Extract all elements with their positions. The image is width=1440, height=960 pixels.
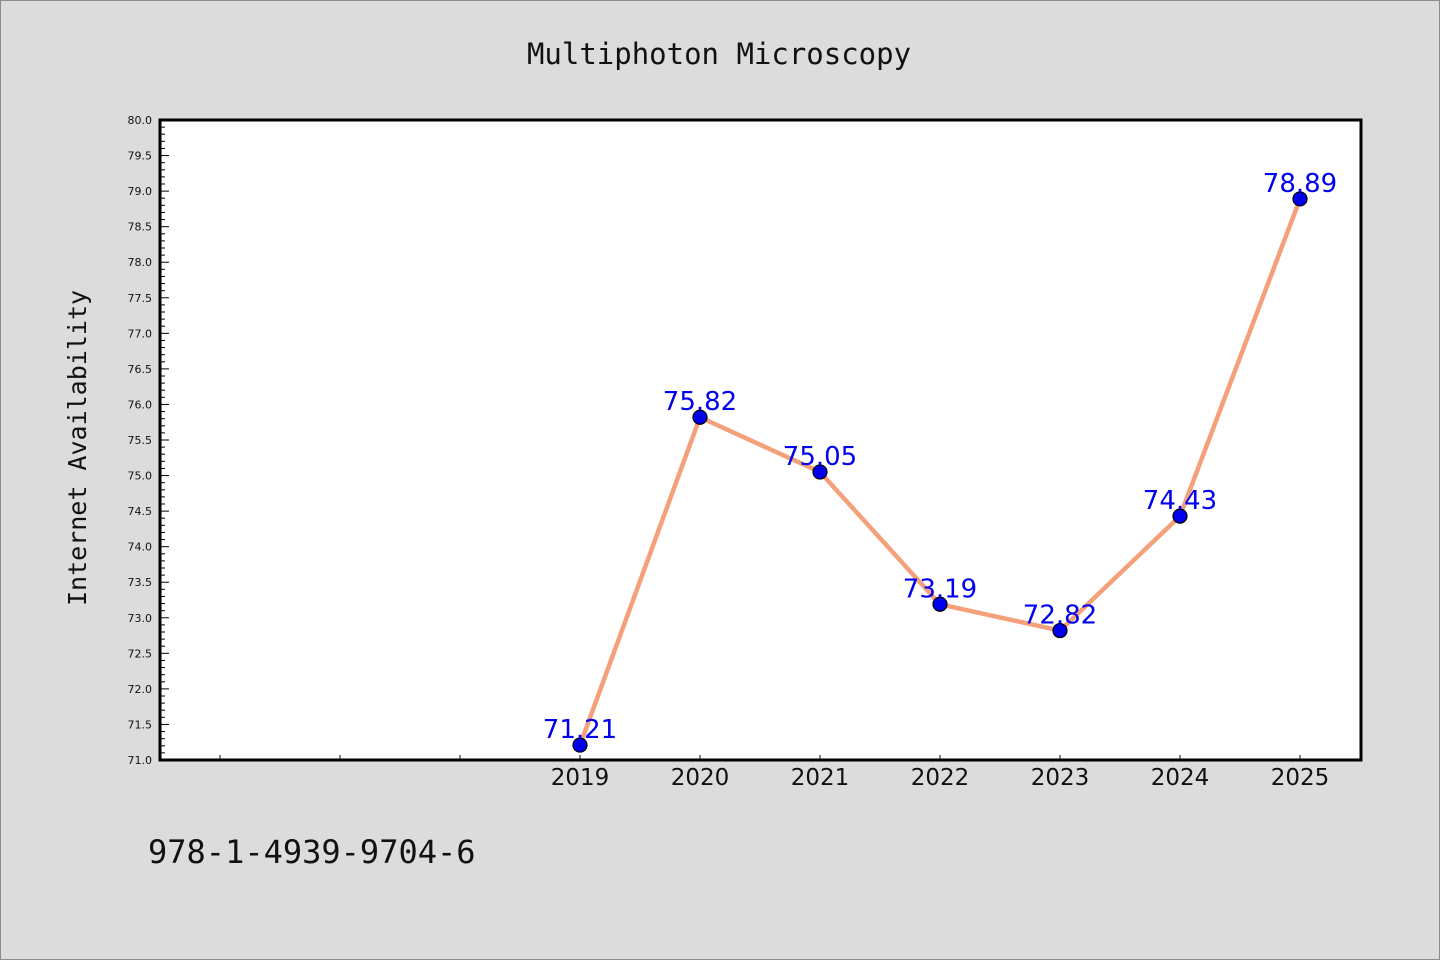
y-tick-label: 73.0 (128, 612, 153, 625)
isbn-code: 978-1-4939-9704-6 (148, 833, 476, 871)
y-tick-label: 76.5 (128, 363, 153, 376)
y-tick-label: 71.0 (128, 754, 153, 767)
data-label: 75.82 (663, 387, 737, 417)
data-label: 74.43 (1143, 486, 1217, 516)
y-tick-label: 79.5 (128, 150, 153, 163)
data-label: 72.82 (1023, 601, 1097, 631)
data-point (572, 737, 588, 753)
data-point (692, 409, 708, 425)
y-axis: 71.0 71.5 72.0 72.5 73.0 73.5 74.0 74.5 75.0 75.5… (128, 114, 169, 767)
y-tick-label: 78.0 (128, 256, 153, 269)
data-label: 75.05 (783, 442, 857, 472)
y-tick-label: 75.5 (128, 434, 153, 447)
series-points (572, 191, 1308, 753)
y-tick-label: 72.0 (128, 683, 153, 696)
y-axis-label: Internet Availability (63, 290, 92, 606)
data-label: 71.21 (543, 715, 617, 745)
y-tick-label: 77.5 (128, 292, 153, 305)
x-tick-label: 2025 (1271, 765, 1330, 791)
y-tick-label: 74.5 (128, 505, 153, 518)
data-point (812, 464, 828, 480)
y-tick-label: 74.0 (128, 541, 153, 554)
y-tick-label: 77.0 (128, 327, 153, 340)
chart-title: Multiphoton Microscopy (527, 37, 911, 71)
x-tick-label: 2021 (791, 765, 850, 791)
data-label: 78.89 (1263, 169, 1337, 199)
x-tick-label: 2024 (1151, 765, 1210, 791)
y-tick-label: 71.5 (128, 718, 153, 731)
y-tick-label: 73.5 (128, 576, 153, 589)
y-tick-label: 79.0 (128, 185, 153, 198)
x-tick-label: 2020 (671, 765, 730, 791)
data-point (1292, 191, 1308, 207)
y-tick-label: 80.0 (128, 114, 153, 127)
x-tick-label: 2019 (551, 765, 610, 791)
data-point (932, 596, 948, 612)
y-tick-label: 78.5 (128, 221, 153, 234)
x-tick-label: 2023 (1031, 765, 1090, 791)
y-tick-label: 72.5 (128, 647, 153, 660)
plot-area (158, 118, 1363, 762)
x-tick-label: 2022 (911, 765, 970, 791)
data-point (1172, 508, 1188, 524)
y-tick-label: 75.0 (128, 470, 153, 483)
y-tick-label: 76.0 (128, 398, 153, 411)
data-labels: 71.21 75.82 75.05 73.19 72.82 74.43 78.89 (543, 169, 1337, 745)
data-label: 73.19 (903, 574, 977, 604)
data-point (1052, 622, 1068, 639)
x-axis: 2019 2020 2021 2022 2023 2024 2025 (219, 755, 1330, 791)
